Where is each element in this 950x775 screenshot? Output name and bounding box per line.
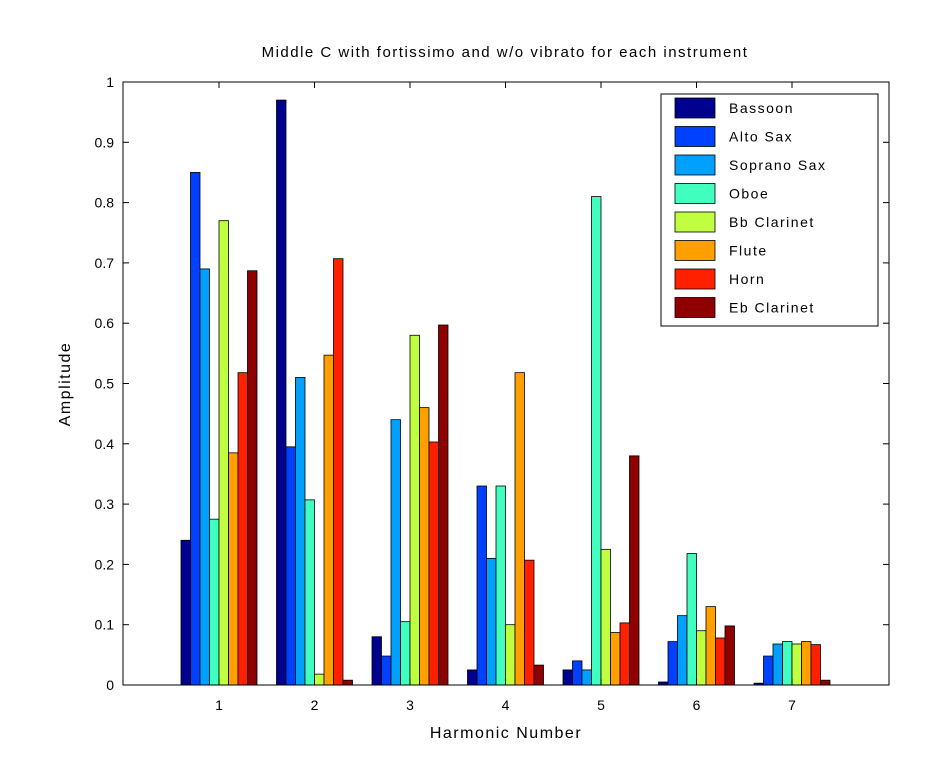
bar-alto-sax-h2	[285, 446, 296, 686]
bar-eb-clarinet-h7	[820, 679, 831, 686]
x-axis: 1 2 3 4 5 6 7	[215, 82, 796, 713]
bar-soprano-sax-h4	[486, 557, 497, 686]
legend-swatch	[674, 240, 716, 261]
bar-alto-sax-h5	[572, 660, 583, 686]
legend-swatch	[674, 126, 716, 147]
bar-oboe-h2	[304, 499, 315, 686]
x-tick-label: 5	[597, 697, 605, 713]
bar-soprano-sax-h7	[772, 643, 783, 686]
bar-alto-sax-h6	[667, 641, 678, 686]
bar-flute-h4	[514, 372, 525, 686]
legend-label: Flute	[729, 243, 768, 259]
bar-flute-h3	[419, 407, 430, 686]
bar-alto-sax-h1	[190, 172, 201, 686]
legend-label: Soprano Sax	[729, 157, 826, 173]
bar-oboe-h5	[591, 196, 602, 686]
x-tick-label: 7	[788, 697, 796, 713]
x-tick-label: 2	[311, 697, 319, 713]
bar-eb-clarinet-h2	[342, 679, 353, 686]
bar-horn-h7	[810, 644, 821, 686]
legend-label: Eb Clarinet	[729, 300, 815, 316]
bar-bb-clarinet-h1	[218, 220, 229, 686]
bar-bassoon-h4	[467, 669, 478, 686]
bar-eb-clarinet-h1	[247, 270, 258, 686]
x-tick-label: 1	[215, 697, 223, 713]
y-tick-label: 0.1	[95, 617, 115, 633]
legend-swatch	[674, 183, 716, 204]
bar-horn-h1	[237, 372, 248, 686]
bar-horn-h2	[333, 258, 344, 686]
legend-swatch	[674, 97, 716, 119]
legend: Bassoon Alto Sax Soprano Sax Oboe Bb Clarine…	[660, 93, 879, 327]
bar-soprano-sax-h1	[199, 268, 210, 686]
chart-title: Middle C with fortissimo and w/o vibrato…	[262, 44, 749, 61]
y-tick-label: 0.3	[95, 496, 115, 512]
bar-alto-sax-h7	[763, 655, 774, 686]
y-tick-label: 0.6	[95, 315, 115, 331]
bar-bassoon-h1	[180, 539, 191, 686]
y-tick-label: 0.9	[95, 134, 115, 150]
legend-swatch	[674, 268, 716, 290]
x-tick-label: 6	[693, 697, 701, 713]
legend-swatch	[674, 297, 716, 318]
y-tick-label: 0.4	[95, 436, 115, 452]
bar-flute-h6	[705, 606, 716, 686]
legend-label: Bb Clarinet	[729, 214, 815, 230]
bar-oboe-h7	[782, 641, 793, 686]
legend-swatch	[674, 154, 716, 176]
bar-oboe-h4	[495, 485, 506, 686]
y-tick-label: 0.7	[95, 255, 115, 271]
x-tick-label: 3	[406, 697, 414, 713]
bar-oboe-h6	[686, 553, 697, 686]
bar-bb-clarinet-h7	[791, 643, 802, 686]
y-axis: 0 0.1 0.2 0.3 0.4 0.5 0.6 0.7 0.8 0.9 1	[95, 74, 889, 693]
y-tick-label: 0	[106, 677, 114, 693]
bar-soprano-sax-h5	[581, 669, 592, 686]
bar-oboe-h3	[400, 621, 411, 686]
y-tick-label: 0.8	[95, 195, 115, 211]
bar-flute-h1	[228, 452, 239, 686]
bar-bassoon-h2	[276, 99, 287, 686]
y-tick-label: 0.2	[95, 556, 115, 572]
bar-flute-h2	[323, 354, 334, 686]
x-axis-label: Harmonic Number	[430, 725, 582, 742]
bar-eb-clarinet-h4	[533, 664, 544, 686]
bar-alto-sax-h3	[381, 655, 392, 686]
legend-label: Oboe	[729, 186, 769, 202]
y-axis-label: Amplitude	[57, 342, 74, 427]
legend-label: Horn	[729, 271, 765, 287]
bar-oboe-h1	[209, 518, 220, 686]
bar-bassoon-h3	[371, 636, 382, 686]
bar-eb-clarinet-h5	[629, 455, 640, 686]
x-tick-label: 4	[502, 697, 510, 713]
bar-horn-h3	[428, 441, 439, 686]
bar-alto-sax-h4	[476, 485, 487, 686]
bar-soprano-sax-h2	[295, 377, 306, 686]
legend-label: Alto Sax	[729, 129, 793, 145]
bar-eb-clarinet-h6	[724, 625, 735, 686]
bar-bb-clarinet-h3	[409, 334, 420, 686]
bar-eb-clarinet-h3	[438, 324, 449, 686]
bar-soprano-sax-h3	[390, 419, 401, 686]
bar-bb-clarinet-h5	[600, 548, 611, 686]
bar-soprano-sax-h6	[677, 615, 688, 686]
legend-swatch	[674, 211, 716, 233]
bar-horn-h6	[715, 637, 726, 686]
y-tick-label: 0.5	[95, 376, 115, 392]
bar-flute-h5	[610, 632, 621, 686]
y-tick-label: 1	[106, 74, 114, 90]
legend-label: Bassoon	[729, 100, 794, 116]
bar-bb-clarinet-h6	[696, 630, 707, 686]
bar-bb-clarinet-h2	[314, 673, 325, 686]
bars-group	[180, 99, 831, 686]
bar-bb-clarinet-h4	[505, 624, 516, 686]
bar-flute-h7	[801, 641, 812, 686]
bar-horn-h4	[524, 559, 535, 686]
bar-bassoon-h5	[562, 669, 573, 686]
bar-horn-h5	[619, 622, 630, 686]
